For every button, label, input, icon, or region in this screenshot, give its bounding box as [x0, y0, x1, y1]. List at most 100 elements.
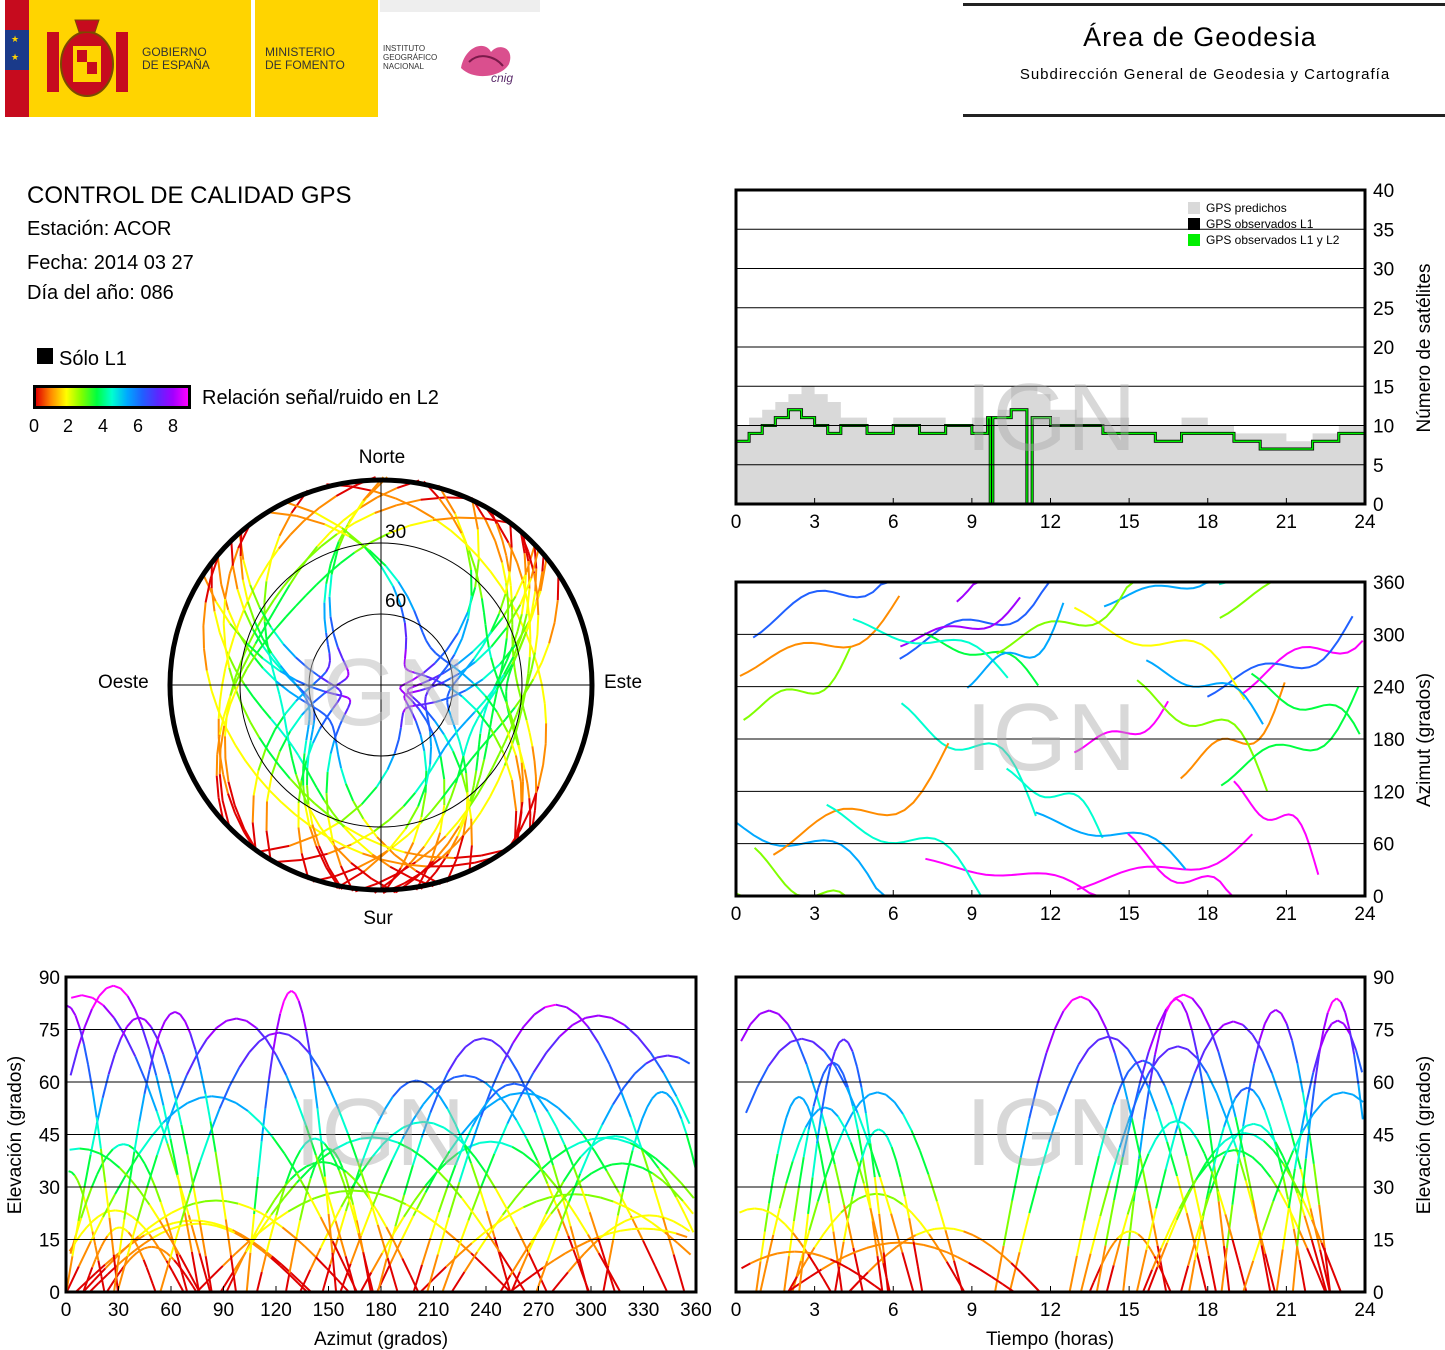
skyplot-track: [468, 550, 476, 568]
elevation-azimuth-track: [609, 1229, 621, 1235]
skyplot-track: [237, 631, 251, 653]
elevation-time-track: [778, 1041, 792, 1052]
elevation-time-track: [1079, 1253, 1092, 1293]
elevation-azimuth-track: [588, 1211, 600, 1239]
elevation-time-track: [746, 1207, 755, 1211]
elevation-time-track: [1208, 1026, 1220, 1052]
skyplot-track: [339, 551, 356, 564]
area-title: Área de Geodesia: [1083, 22, 1317, 52]
elevation-time-track: [1127, 1062, 1137, 1073]
elevation-azimuth-track: [155, 1075, 165, 1106]
elevation-time-track: [1201, 1084, 1209, 1120]
skyplot-track: [222, 599, 226, 624]
elevation-time-track: [836, 1261, 843, 1293]
skyplot-track: [433, 736, 442, 757]
elevation-azimuth-track: [615, 1135, 625, 1139]
elevation-azimuth-track: [591, 1166, 603, 1175]
skyplot-track: [417, 784, 428, 807]
elevation-time-track: [864, 1113, 872, 1144]
elevation-azimuth-track: [113, 984, 121, 990]
azimuth-track: [899, 581, 1058, 660]
skyplot-track: [533, 573, 539, 595]
elevation-time-track: [1187, 1239, 1197, 1266]
elevation-azimuth-track: [505, 1103, 518, 1121]
elevation-azimuth-track: [520, 1274, 533, 1285]
elevation-azimuth-track: [177, 1280, 185, 1293]
skyplot-track: [305, 694, 312, 702]
elevation-time-track: [822, 1064, 830, 1075]
gov-line2: DE ESPAÑA: [142, 58, 210, 72]
skyplot-track: [476, 710, 493, 731]
skyplot-track: [421, 631, 428, 642]
elevation-azimuth-track: [545, 1098, 559, 1109]
elevation-time-track: [1195, 1251, 1208, 1293]
skyplot-track: [382, 844, 405, 854]
cnig-logo-icon: cnig: [455, 38, 527, 88]
elevation-time-track: [843, 1038, 849, 1044]
elevation-time-track: [991, 1246, 1003, 1256]
elevation-azimuth-track: [423, 1081, 433, 1089]
elevation-azimuth-track: [522, 1200, 537, 1209]
skyplot-track: [475, 756, 479, 771]
elevation-azimuth-track: [621, 1169, 629, 1193]
elevation-time-track: [860, 1146, 867, 1161]
skyplot-track: [540, 684, 546, 704]
elevation-time-track: [1193, 1186, 1203, 1221]
elevation-azimuth-track: [90, 1174, 98, 1188]
skyplot-track: [543, 703, 548, 724]
elevation-azimuth-track: [560, 1189, 573, 1202]
elevation-azimuth-track: [576, 1216, 589, 1236]
skyplot-track: [227, 781, 236, 806]
elevation-time-track: [1008, 1251, 1021, 1293]
skyplot-track: [280, 801, 296, 816]
watermark-text: IGN: [296, 639, 467, 746]
elevation-time-track: [982, 1239, 993, 1248]
skyplot-north-label: Norte: [359, 447, 405, 468]
elevation-time-track: [816, 1174, 828, 1202]
y-tick-label: 30: [39, 1178, 60, 1199]
skyplot-track: [343, 707, 349, 716]
elevation-azimuth-track: [446, 1108, 457, 1125]
elevation-azimuth-track: [376, 1108, 386, 1125]
elevation-azimuth-track: [617, 1138, 631, 1144]
elevation-time-track: [1281, 1155, 1291, 1174]
elevation-azimuth-track: [329, 1237, 340, 1265]
y-tick-label: 60: [1373, 835, 1394, 856]
skyplot-track: [344, 825, 364, 838]
skyplot-track: [427, 719, 432, 732]
skyplot-track: [272, 585, 285, 601]
elevation-time-track: [802, 1213, 810, 1253]
skyplot-track: [336, 525, 349, 551]
elevation-time-track: [1310, 1239, 1321, 1266]
azimuth-track: [925, 857, 1099, 897]
skyplot-track: [513, 666, 517, 678]
elevation-time-track: [1291, 1040, 1299, 1064]
skyplot-track: [423, 662, 436, 674]
elevation-time-track: [1348, 1033, 1357, 1051]
elevation-time-track: [889, 1241, 901, 1245]
skyplot-track: [329, 616, 335, 634]
elevation-azimuth-track: [670, 1098, 678, 1108]
elevation-azimuth-track: [69, 1048, 79, 1076]
skyplot-track: [422, 674, 435, 681]
elevation-time-track: [873, 1177, 881, 1215]
elevation-time-track: [834, 1065, 848, 1088]
elevation-time-track: [749, 1258, 760, 1265]
elevation-azimuth-track: [287, 989, 292, 995]
skyplot-track: [539, 558, 548, 592]
elevation-time-gridlines: [736, 1029, 1365, 1240]
elevation-time-track: [934, 1246, 947, 1253]
elevation-time-track: [1095, 1245, 1107, 1293]
skyplot-track: [343, 826, 358, 842]
skyplot-track: [486, 636, 490, 648]
elevation-time-track: [1292, 1129, 1305, 1152]
elevation-time-track: [927, 1174, 938, 1202]
elevation-azimuth-track: [577, 1263, 590, 1293]
skyplot-track: [403, 697, 408, 704]
skyplot-track: [315, 786, 325, 801]
skyplot-track: [249, 651, 264, 669]
skyplot-track: [458, 741, 465, 757]
elevation-azimuth-track: [685, 1132, 693, 1151]
elevation-time-track: [832, 1231, 839, 1262]
skyplot-track: [265, 830, 272, 862]
